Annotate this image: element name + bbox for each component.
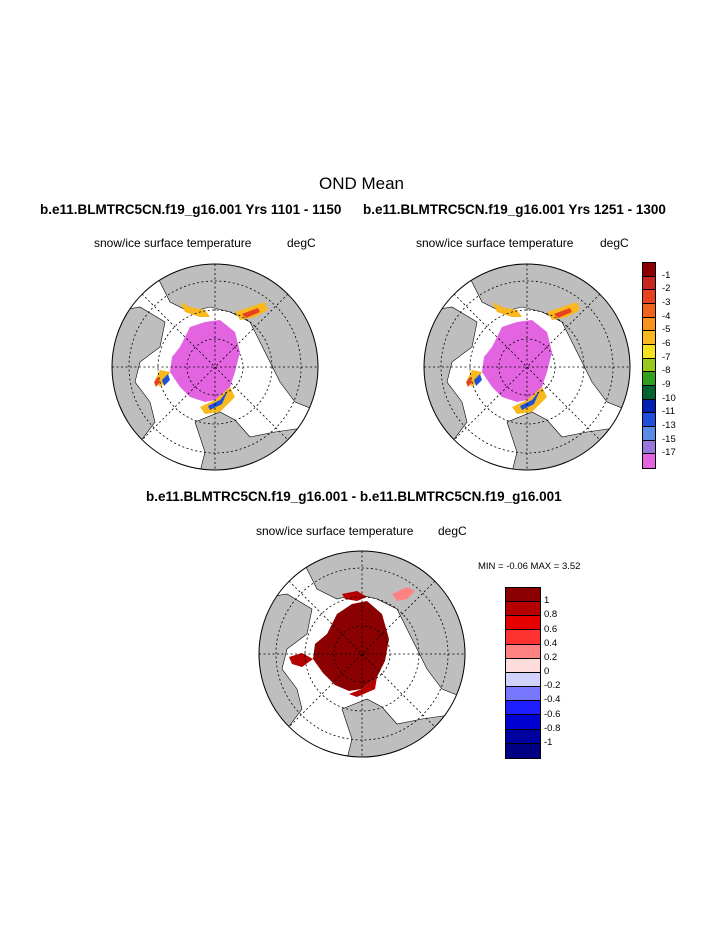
panel-2-run-title: b.e11.BLMTRC5CN.f19_g16.001 Yrs 1251 - 1… [363, 202, 666, 217]
diff-edge [289, 591, 377, 697]
colorbar-mean-box [643, 399, 655, 414]
colorbar-diff-box [506, 644, 540, 659]
figure-title: OND Mean [318, 174, 405, 193]
land-eurasia [296, 551, 465, 700]
colorbar-diff-label: -0.6 [544, 708, 561, 720]
colorbar-mean-box [643, 440, 655, 455]
colorbar-diff-label: -0.4 [544, 694, 561, 706]
sea-ice-edge-warm [466, 308, 572, 387]
colorbar-mean-box [643, 358, 655, 373]
colorbar-mean-label: -13 [662, 420, 676, 431]
sea-ice-edge-cold [474, 374, 540, 410]
colorbar-diff-label: -0.2 [544, 680, 561, 692]
colorbar-diff-label: -1 [544, 736, 553, 748]
colorbar-mean-label: -17 [662, 447, 676, 459]
diff-variable-label: snow/ice surface temperature [256, 524, 414, 538]
colorbar-mean-box [643, 303, 655, 318]
panel-2-units-label: degC [600, 236, 629, 250]
diff-units-label: degC [438, 524, 467, 538]
colorbar-diff-label: 0.2 [544, 651, 558, 663]
colorbar-mean-box [643, 372, 655, 386]
colorbar-diff-label: 1 [544, 595, 550, 607]
colorbar-mean-box [643, 263, 655, 277]
colorbar-mean-label: -1 [662, 269, 671, 281]
colorbar-mean-label: -8 [662, 365, 671, 377]
colorbar-diff-box [506, 672, 540, 688]
colorbar-diff [505, 587, 541, 759]
colorbar-mean-box [643, 385, 655, 400]
diff-min-max: MIN = -0.06 MAX = 3.52 [478, 561, 581, 572]
diff-field [313, 601, 389, 691]
colorbar-mean-label: -10 [662, 392, 676, 404]
colorbar-diff-box [506, 602, 540, 617]
colorbar-diff-box [506, 616, 540, 631]
colorbar-mean-box [643, 317, 655, 332]
colorbar-diff-box [506, 701, 540, 716]
colorbar-mean-label: -5 [662, 324, 671, 336]
colorbar-mean-box [643, 290, 655, 304]
colorbar-diff-label: -0.8 [544, 722, 561, 734]
colorbar-mean-label: -7 [662, 351, 671, 363]
colorbar-mean-box [643, 454, 655, 468]
colorbar-diff-box [506, 743, 540, 758]
panel-1-run-title: b.e11.BLMTRC5CN.f19_g16.001 Yrs 1101 - 1… [40, 202, 342, 217]
colorbar-diff-box [506, 630, 540, 645]
colorbar-mean-label: -4 [662, 310, 671, 322]
diff-edge-light [392, 587, 415, 601]
colorbar-diff-box [506, 715, 540, 730]
colorbar-diff-box [506, 687, 540, 702]
panel-1-units-label: degC [287, 236, 316, 250]
colorbar-mean-label: -11 [662, 406, 676, 418]
colorbar-diff-box [506, 658, 540, 673]
colorbar-diff-labels: 1 0.8 0.6 0.4 0.2 0 -0.2 -0.4 -0.6 -0.8 -1 [542, 587, 582, 757]
colorbar-mean-box [643, 344, 655, 359]
panel-1-variable-label: snow/ice surface temperature [94, 236, 252, 250]
colorbar-diff-label: 0.4 [544, 637, 558, 649]
colorbar-mean-box [643, 276, 655, 291]
colorbar-mean-label: -2 [662, 283, 671, 295]
colorbar-mean-label: -3 [662, 297, 671, 308]
polar-map-panel-1 [111, 263, 319, 471]
polar-map-panel-2 [423, 263, 631, 471]
diff-run-title: b.e11.BLMTRC5CN.f19_g16.001 - b.e11.BLMT… [146, 489, 562, 504]
colorbar-diff-label: 0 [544, 666, 550, 677]
colorbar-diff-box [506, 729, 540, 744]
polar-map-diff [258, 550, 466, 758]
sea-ice-edge-warm [154, 308, 260, 387]
colorbar-mean-labels: -1 -2 -3 -4 -5 -6 -7 -8 -9 -10 -11 -13 -15 -17 [660, 262, 700, 467]
colorbar-mean-box [643, 413, 655, 427]
colorbar-diff-label: 0.6 [544, 623, 558, 635]
sea-ice-edge-cold [162, 374, 228, 410]
colorbar-mean-label: -15 [662, 433, 676, 445]
sea-ice-field [482, 320, 552, 402]
panel-2-variable-label: snow/ice surface temperature [416, 236, 574, 250]
sea-ice-field [170, 320, 240, 402]
colorbar-mean-label: -9 [662, 379, 671, 390]
colorbar-mean [642, 262, 656, 469]
colorbar-mean-label: -6 [662, 338, 671, 349]
colorbar-mean-box [643, 331, 655, 345]
colorbar-diff-label: 0.8 [544, 609, 558, 621]
colorbar-mean-box [643, 426, 655, 441]
colorbar-diff-box [506, 588, 540, 603]
